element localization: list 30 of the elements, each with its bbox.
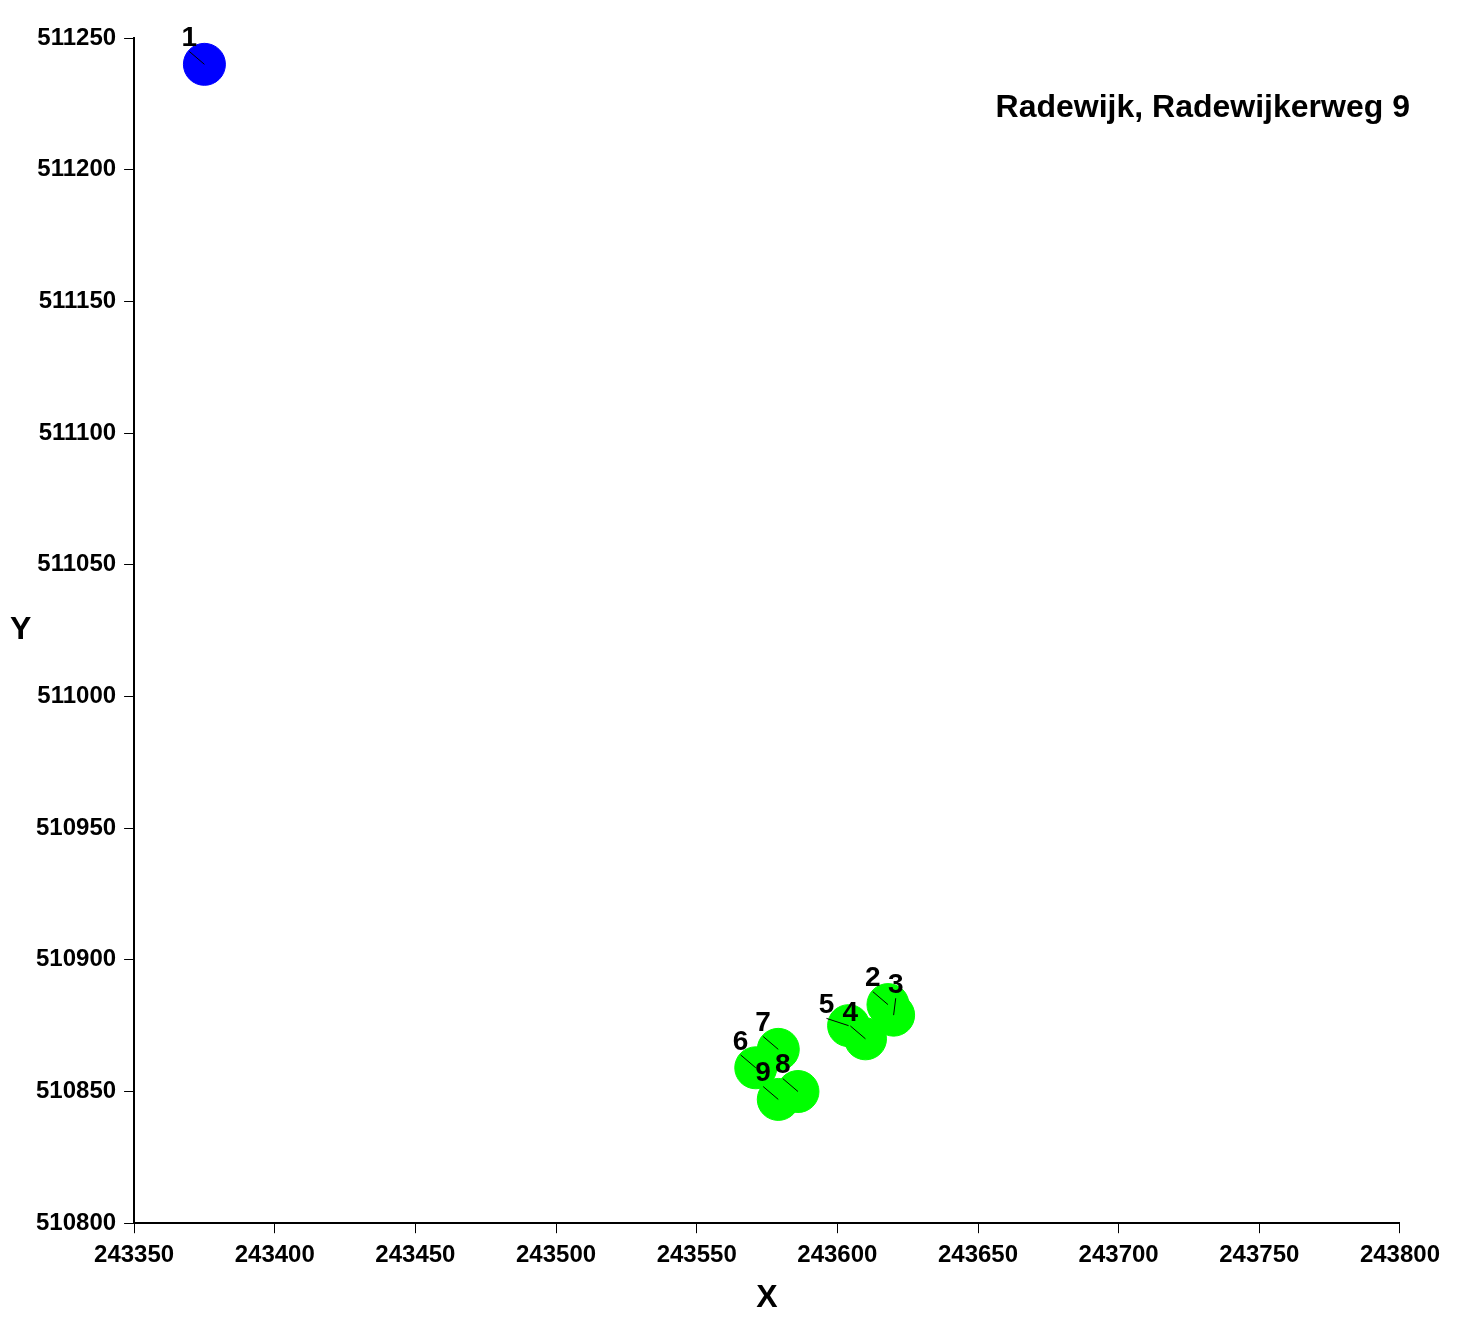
x-tick-label: 243550 [656, 1240, 737, 1268]
x-tick-label: 243500 [516, 1240, 597, 1268]
x-tick-label: 243400 [234, 1240, 315, 1268]
y-axis-title: Y [10, 610, 32, 647]
x-tick-label: 243750 [1219, 1240, 1300, 1268]
y-tick-label: 511200 [37, 154, 117, 182]
x-axis-title: X [756, 1277, 779, 1314]
y-tick-label: 511100 [38, 417, 117, 445]
annotation: 2 [865, 961, 881, 993]
x-tick-label: 243450 [375, 1240, 456, 1268]
y-tick-label: 511050 [37, 549, 117, 577]
x-tick-label: 243350 [94, 1240, 175, 1268]
annotation: 6 [732, 1024, 749, 1056]
text: Radewijk, Radewijkerweg 9 [995, 87, 1410, 124]
annotation: 9 [755, 1056, 771, 1088]
annotation: 5 [818, 988, 835, 1020]
annotation: 4 [842, 995, 859, 1027]
y-tick-label: 510900 [35, 944, 117, 972]
y-tick-label: 510800 [35, 1207, 117, 1235]
x-tick-label: 243700 [1078, 1240, 1159, 1268]
y-tick-label: 510850 [35, 1076, 117, 1104]
y-tick-label: 511000 [37, 681, 117, 709]
y-tick-label: 511250 [37, 22, 117, 50]
y-tick-label: 510950 [35, 812, 117, 840]
y-tick-label: 511150 [38, 286, 117, 313]
x-tick-label: 243650 [937, 1240, 1019, 1268]
x-tick-label: 243600 [797, 1240, 878, 1268]
annotation: 1 [181, 21, 198, 53]
x-tick-label: 243800 [1359, 1240, 1440, 1268]
annotation: 7 [755, 1006, 771, 1038]
